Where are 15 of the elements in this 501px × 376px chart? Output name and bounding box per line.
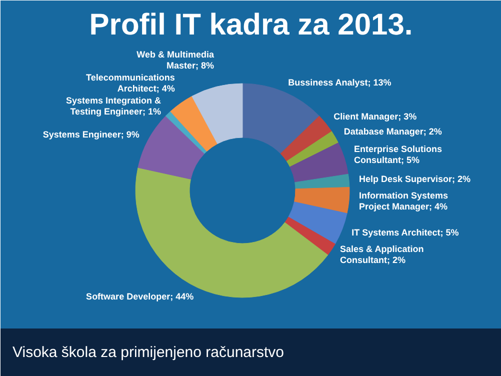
slice-label: Bussiness Analyst; 13% [288, 77, 392, 88]
text: Visoka škola za primijenjeno računarstvo [12, 344, 284, 361]
slice-label: Systems Engineer; 9% [42, 130, 140, 140]
slice-label: Database Manager; 2% [344, 126, 442, 136]
slice-label: Telecommunications Architect; 4% [86, 72, 175, 94]
slice-label: IT Systems Architect; 5% [352, 227, 459, 238]
chart-title: Profil IT kadra za 2013. [89, 8, 413, 42]
slice-label: Web & Multimedia Master; 8% [136, 50, 215, 71]
slice-label: Systems Integration & Testing Engineer; 1% [66, 96, 162, 117]
slice-label: Software Developer; 44% [86, 291, 194, 302]
slice-label: Enterprise Solutions Consultant; 5% [354, 144, 442, 166]
slice-label: Sales & Application Consultant; 2% [340, 244, 424, 266]
slice-label: Help Desk Supervisor; 2% [359, 174, 471, 184]
slice-label: Information Systems Project Manager; 4% [359, 190, 448, 212]
slice-label: Client Manager; 3% [334, 112, 417, 122]
